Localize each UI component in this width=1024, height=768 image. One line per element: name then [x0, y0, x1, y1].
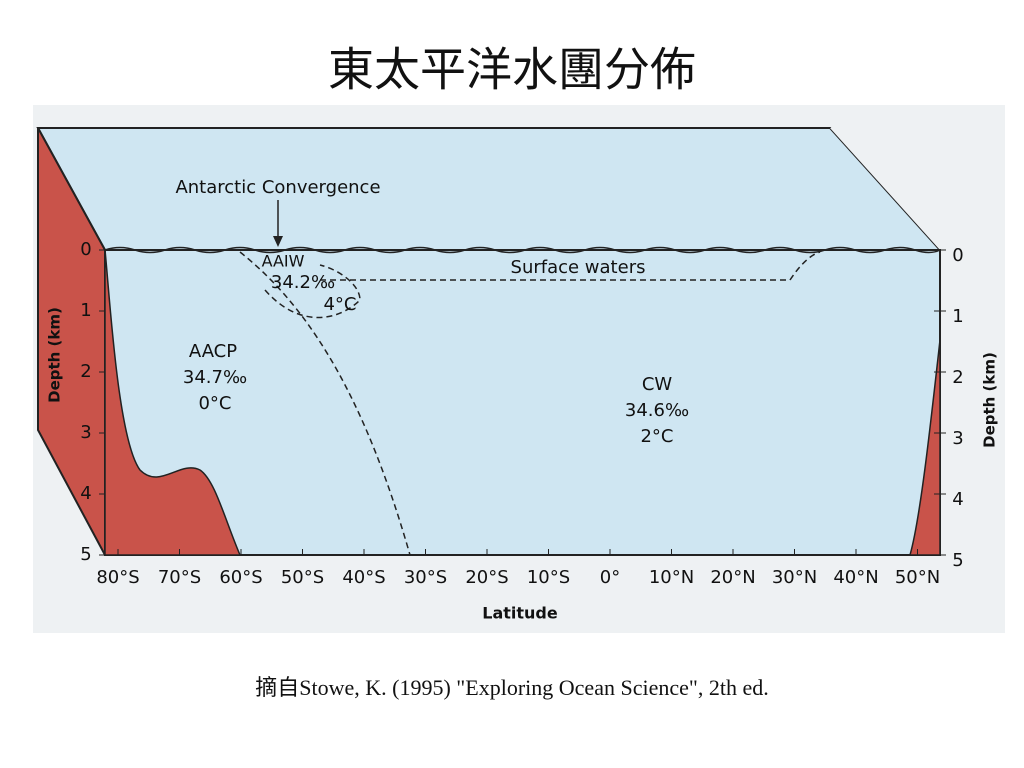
caption: 摘自Stowe, K. (1995) "Exploring Ocean Scie… [255, 675, 768, 700]
depth-tick-label: 3 [80, 422, 91, 443]
arrow-head [273, 236, 283, 247]
latitude-tick-label: 30°S [404, 567, 447, 588]
water-mass-temperature: 4°C [323, 294, 356, 315]
front-face [104, 249, 941, 556]
depth-tick-label: 2 [80, 361, 91, 382]
right-gap [830, 128, 1000, 555]
seafloor-south [104, 249, 242, 556]
latitude-tick-label: 0° [600, 567, 620, 588]
latitude-tick-label: 10°S [527, 567, 570, 588]
latitude-tick-label: 80°S [96, 567, 139, 588]
latitude-tick-label: 40°S [342, 567, 385, 588]
latitude-tick-label: 70°S [158, 567, 201, 588]
latitude-tick-label: 10°N [649, 567, 694, 588]
axis-ticks: 0 01 12 23 34 45 580°S 70°S 60°S 50°S 40°S 30°S 20°S… [80, 239, 963, 588]
latitude-tick-label: 20°S [465, 567, 508, 588]
slide-title: 東太平洋水團分佈 [328, 45, 696, 96]
annotation: Antarctic Convergence [175, 177, 380, 198]
water-mass-salinity: 34.2‰ [271, 272, 335, 293]
seafloor-north [909, 339, 941, 556]
water-mass-name: AACP [189, 341, 237, 362]
water-mass-temperature: 0°C [198, 393, 231, 414]
depth-tick-label: 4 [80, 483, 91, 504]
water-mass-name: CW [642, 374, 673, 395]
depth-tick-label: 5 [952, 550, 963, 571]
water-mass-salinity: 34.7‰ [183, 367, 247, 388]
depth-tick-label: 5 [80, 544, 91, 565]
latitude-tick-label: 30°N [772, 567, 817, 588]
latitude-tick-label: 20°N [710, 567, 755, 588]
depth-tick-label: 0 [80, 239, 91, 260]
water-mass-name: AAIW [262, 252, 305, 271]
latitude-tick-label: 50°N [895, 567, 940, 588]
depth-tick-label: 2 [952, 367, 963, 388]
diagram: Antarctic Convergence AAIW 34.2‰ 4°C Sur… [33, 105, 1005, 633]
water-surface [104, 246, 941, 254]
boundary-aaiw [264, 264, 361, 319]
latitude-tick-label: 50°S [281, 567, 324, 588]
top-face [36, 127, 943, 251]
depth-axis-label: Depth (km) [981, 352, 999, 448]
boundary-surface [320, 251, 821, 281]
depth-tick-label: 3 [952, 428, 963, 449]
latitude-tick-label: 40°N [833, 567, 878, 588]
water-mass-salinity: 34.6‰ [625, 400, 689, 421]
depth-tick-label: 1 [80, 300, 91, 321]
latitude-tick-label: 60°S [219, 567, 262, 588]
water-mass-name: Surface waters [511, 257, 646, 278]
depth-axis-label: Depth (km) [46, 307, 64, 403]
depth-tick-label: 4 [952, 489, 963, 510]
boundary-aacp [239, 251, 411, 556]
depth-tick-label: 0 [952, 245, 963, 266]
depth-tick-label: 1 [952, 306, 963, 327]
water-mass-temperature: 2°C [640, 426, 673, 447]
latitude-axis-label: Latitude [482, 604, 558, 623]
